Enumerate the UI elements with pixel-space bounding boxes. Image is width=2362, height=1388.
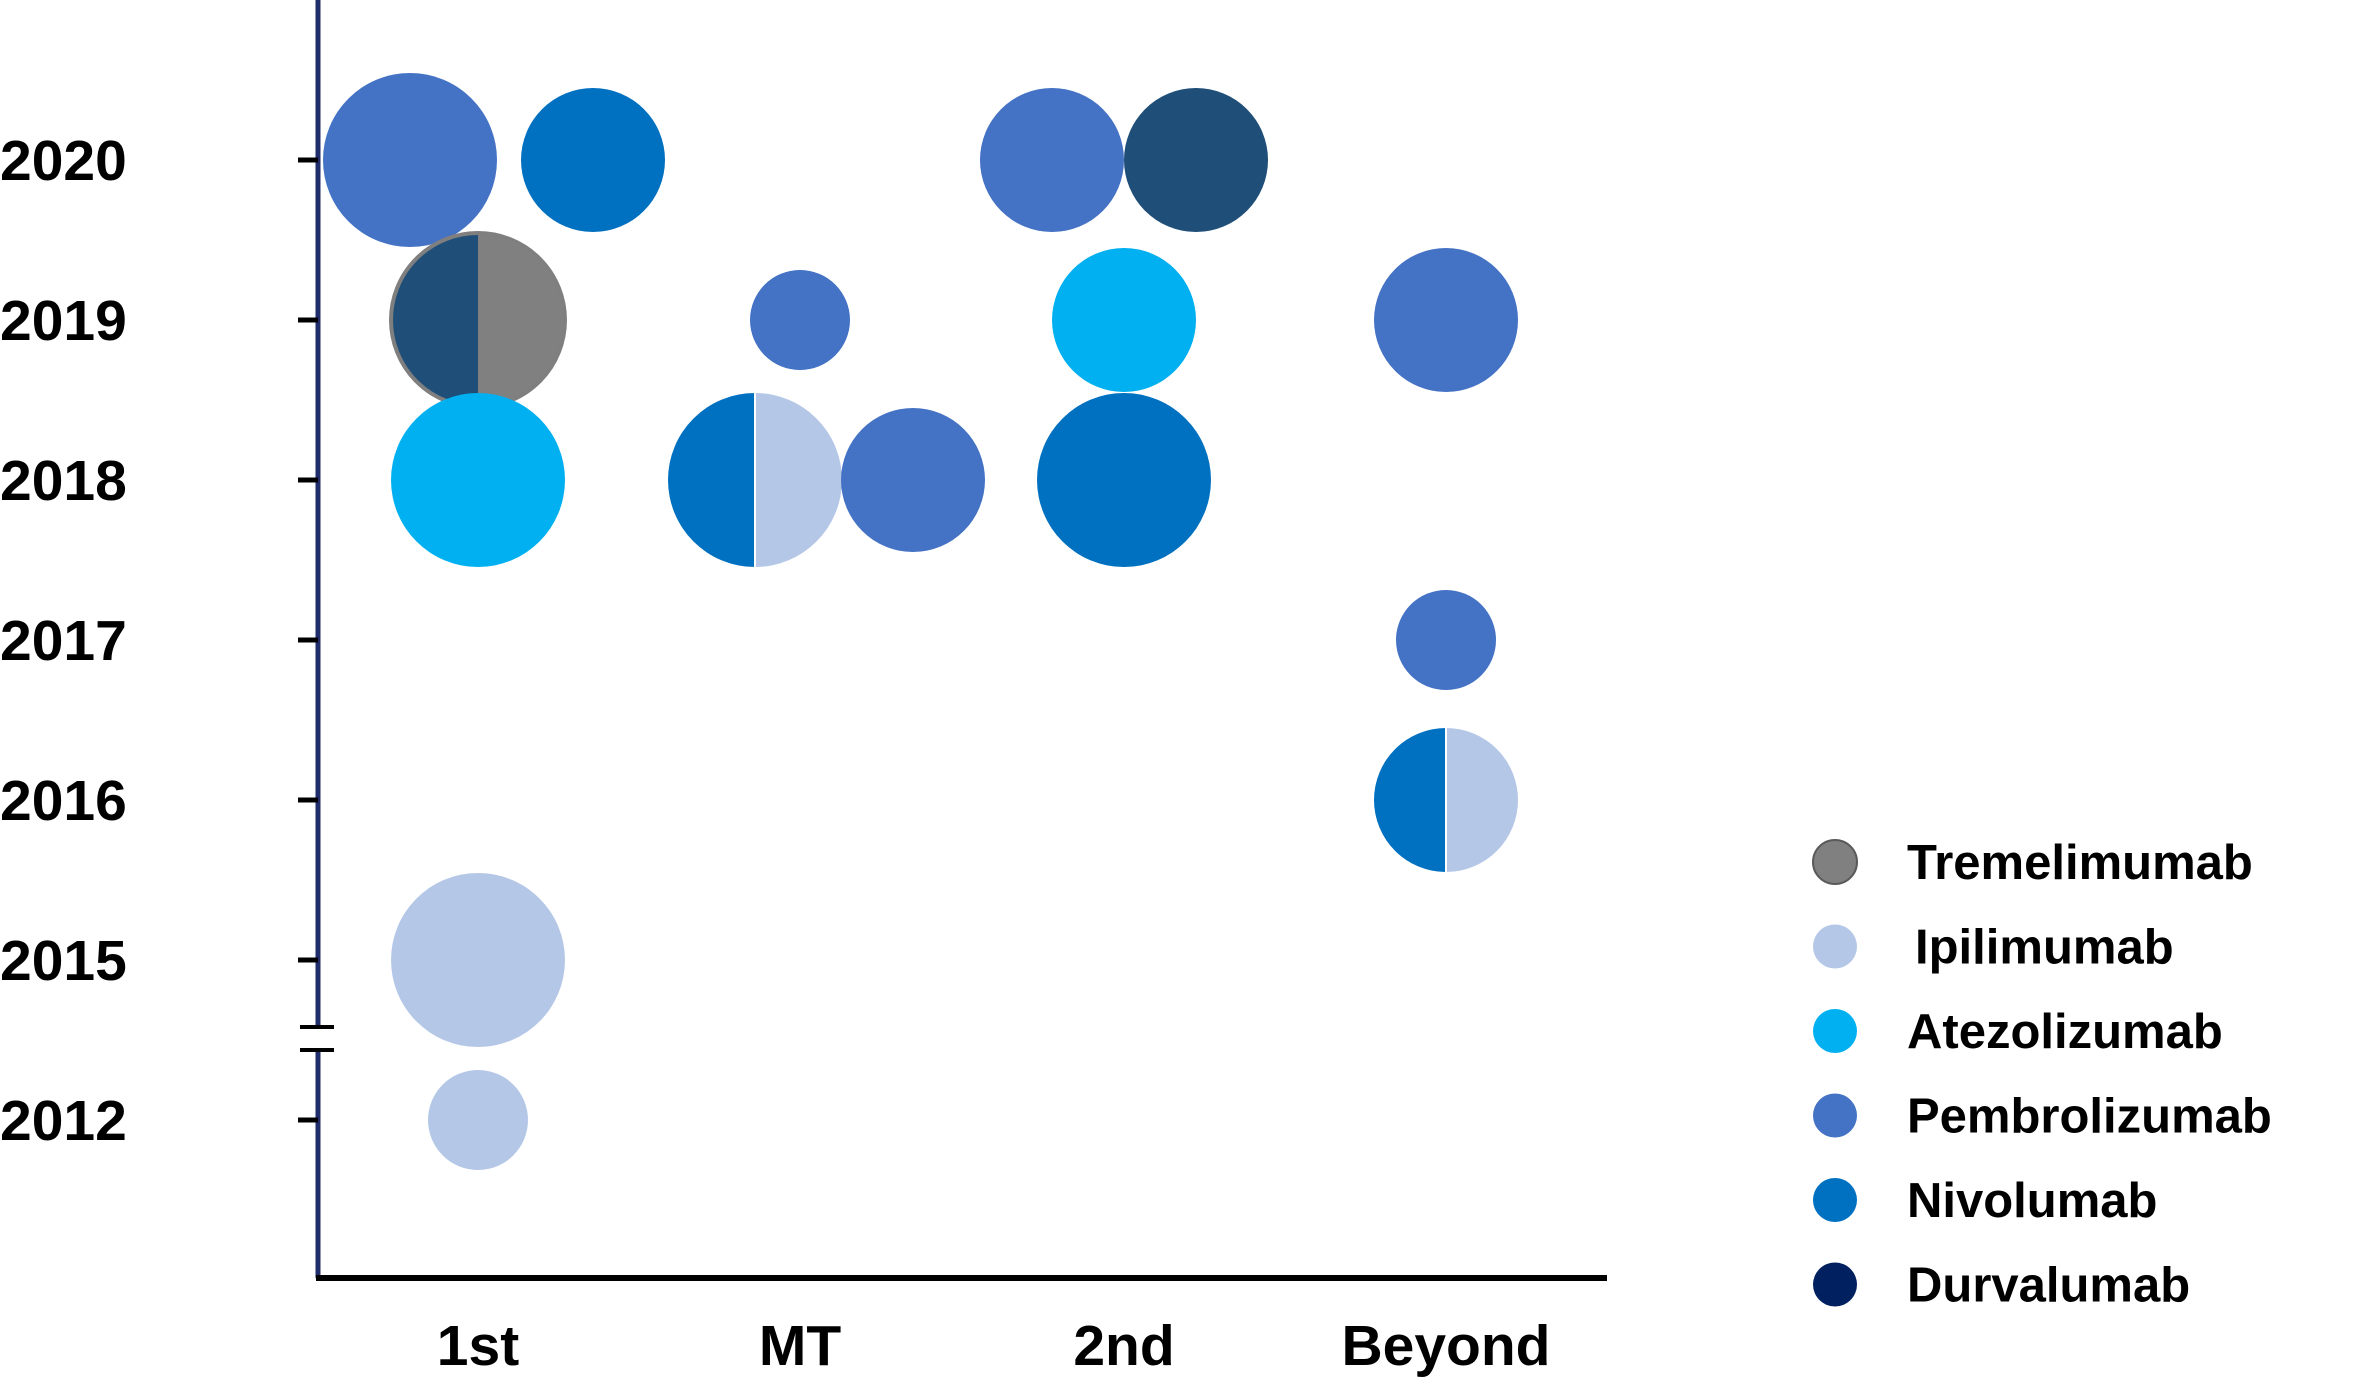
- bubble-fill: [391, 393, 565, 567]
- bubble-fill: [1124, 88, 1268, 232]
- bubble-2nd-2018-nivolumab: [1037, 393, 1211, 567]
- bubble-fill: [1396, 590, 1496, 690]
- bubble-fill: [1374, 248, 1518, 392]
- legend-item-durvalumab: Durvalumab: [1813, 1259, 2190, 1313]
- bubble-beyond-2017-pembrolizumab: [1396, 590, 1496, 690]
- legend-label-tremelimumab: Tremelimumab: [1907, 836, 2253, 890]
- y-tick-label-2020: 2020: [0, 129, 127, 193]
- bubble-half-right: [478, 233, 565, 407]
- legend-item-nivolumab: Nivolumab: [1813, 1174, 2157, 1228]
- bubbles: [323, 73, 1518, 1170]
- bubble-fill: [1052, 248, 1196, 392]
- bubble-beyond-2016-nivolumab-ipilimumab: [1374, 728, 1518, 872]
- bubble-half-left: [1374, 728, 1446, 872]
- bubble-half-left: [668, 393, 755, 567]
- y-tick-label-2018: 2018: [0, 449, 127, 513]
- bubble-1st-2020-nivolumab: [521, 88, 665, 232]
- bubble-2nd-2019-atezolizumab: [1052, 248, 1196, 392]
- legend-item-ipilimumab: Ipilimumab: [1813, 921, 2174, 975]
- legend-item-atezolizumab: Atezolizumab: [1813, 1005, 2223, 1059]
- y-tick-label-2012: 2012: [0, 1089, 127, 1153]
- bubble-2nd-2020-pembrolizumab: [980, 88, 1124, 232]
- legend: Tremelimumab Ipilimumab Atezolizumab Pembro…: [1812, 836, 2272, 1313]
- legend-swatch-atezolizumab: [1813, 1009, 1857, 1053]
- bubble-fill: [750, 270, 850, 370]
- bubble-1st-2012-ipilimumab: [428, 1070, 528, 1170]
- legend-swatch-nivolumab: [1813, 1178, 1857, 1222]
- x-tick-label-2nd: 2nd: [1073, 1314, 1174, 1378]
- y-tick-label-2016: 2016: [0, 769, 127, 833]
- bubble-1st-2019-durvalumab-tremelimumab: [389, 231, 567, 409]
- bubble-fill: [428, 1070, 528, 1170]
- x-tick-labels: 1st MT 2nd Beyond: [437, 1314, 1551, 1378]
- bubble-fill: [841, 408, 985, 552]
- bubble-beyond-2019-pembrolizumab: [1374, 248, 1518, 392]
- legend-label-atezolizumab: Atezolizumab: [1907, 1005, 2223, 1059]
- bubble-half-left: [391, 233, 478, 407]
- y-tick-labels: 2012 2015 2016 2017 2018 2019 2020: [0, 129, 127, 1153]
- legend-swatch-ipilimumab: [1813, 924, 1857, 969]
- bubble-mt-2019-pembrolizumab: [750, 270, 850, 370]
- bubble-2nd-2020-durvalumab: [1124, 88, 1268, 232]
- legend-label-nivolumab: Nivolumab: [1907, 1174, 2157, 1228]
- y-tick-label-2017: 2017: [0, 609, 127, 673]
- y-tick-label-2019: 2019: [0, 289, 127, 353]
- legend-swatch-pembrolizumab: [1813, 1093, 1857, 1138]
- bubble-fill: [323, 73, 497, 247]
- legend-swatch-durvalumab: [1813, 1262, 1857, 1307]
- bubble-mt-2018-pembrolizumab: [841, 408, 985, 552]
- legend-label-pembrolizumab: Pembrolizumab: [1907, 1090, 2272, 1144]
- bubble-fill: [391, 873, 565, 1047]
- legend-label-ipilimumab: Ipilimumab: [1915, 921, 2174, 975]
- x-tick-label-beyond: Beyond: [1341, 1314, 1550, 1378]
- bubble-mt-2018-nivolumab-ipilimumab: [668, 393, 842, 567]
- legend-item-pembrolizumab: Pembrolizumab: [1813, 1090, 2272, 1144]
- bubble-fill: [521, 88, 665, 232]
- bubble-fill: [1037, 393, 1211, 567]
- axes: [298, 0, 1607, 1281]
- bubble-half-right: [1446, 728, 1518, 872]
- bubble-half-right: [755, 393, 842, 567]
- bubble-1st-2020-pembrolizumab: [323, 73, 497, 247]
- legend-item-tremelimumab: Tremelimumab: [1812, 836, 2253, 890]
- bubble-1st-2018-atezolizumab: [391, 393, 565, 567]
- legend-label-durvalumab: Durvalumab: [1907, 1259, 2190, 1313]
- bubble-fill: [980, 88, 1124, 232]
- x-tick-label-mt: MT: [759, 1314, 841, 1378]
- legend-swatch-tremelimumab: [1812, 839, 1858, 885]
- x-tick-label-1st: 1st: [437, 1314, 519, 1378]
- y-tick-label-2015: 2015: [0, 929, 127, 993]
- bubble-1st-2015-ipilimumab: [391, 873, 565, 1047]
